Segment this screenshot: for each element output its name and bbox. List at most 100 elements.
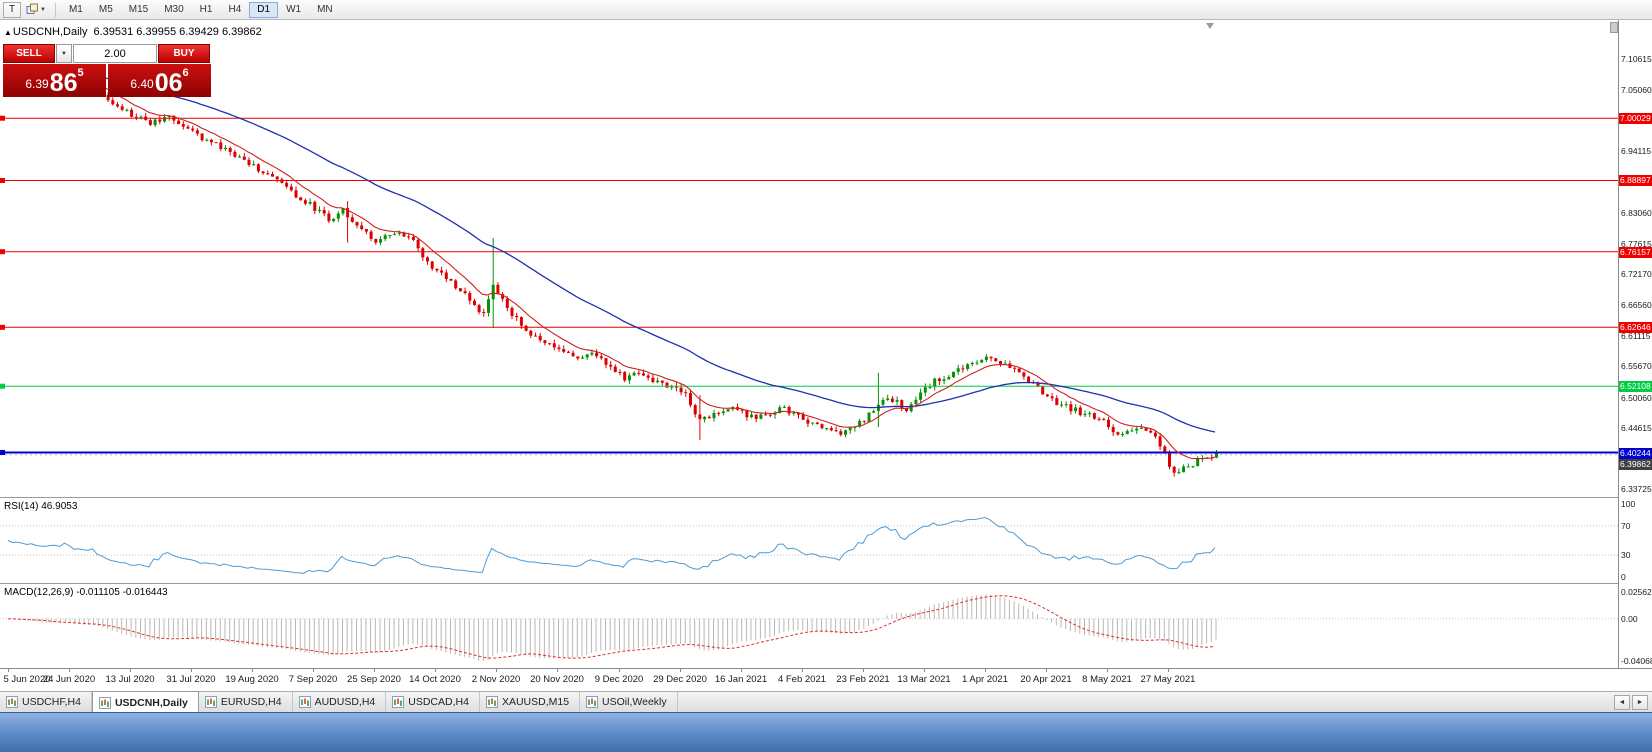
time-axis-tick — [680, 669, 681, 672]
buy-price-big: 06 — [154, 68, 183, 97]
price-axis-badge: 6.40244 — [1619, 448, 1652, 459]
date-label: 8 May 2021 — [1082, 674, 1132, 685]
time-axis-tick — [69, 669, 70, 672]
sell-button[interactable]: SELL — [3, 44, 55, 63]
axis-tick-label: 6.50060 — [1621, 393, 1652, 403]
axis-tick-label: 70 — [1621, 521, 1631, 531]
timeframe-button-h1[interactable]: H1 — [192, 2, 221, 18]
timeframe-button-w1[interactable]: W1 — [278, 2, 309, 18]
time-axis-tick — [802, 669, 803, 672]
axis-tick-label: 6.83060 — [1621, 208, 1652, 218]
chart-tab-audusd-h4[interactable]: AUDUSD,H4 — [293, 692, 387, 712]
date-label: 7 Sep 2020 — [288, 674, 338, 685]
one-click-trading-panel: SELL ▼ BUY 6.39 86 5 6.40 06 6 — [3, 44, 211, 97]
timeframe-button-m1[interactable]: M1 — [61, 2, 91, 18]
macd-indicator-pane[interactable] — [0, 583, 1618, 668]
chart-tab-icon — [98, 696, 111, 709]
macd-label: MACD(12,26,9) -0.011105 -0.016443 — [4, 587, 168, 598]
chart-scrollbar-thumb[interactable] — [1610, 22, 1618, 33]
time-axis-tick — [619, 669, 620, 672]
chart-tab-bar: USDCHF,H4 USDCNH,Daily EURUSD,H4 AUDUSD,H4 U… — [0, 691, 1652, 712]
timeframe-button-m5[interactable]: M5 — [91, 2, 121, 18]
trade-controls-row: SELL ▼ BUY — [3, 44, 211, 63]
timeframe-button-m15[interactable]: M15 — [121, 2, 156, 18]
rsi-indicator-pane[interactable] — [0, 497, 1618, 583]
price-axis-badge: 7.00029 — [1619, 113, 1652, 124]
time-axis-tick — [8, 669, 9, 672]
price-axis-badge: 6.39862 — [1619, 459, 1652, 470]
chart-tab-icon — [6, 696, 18, 708]
tab-scroll-left-button[interactable]: ◄ — [1614, 694, 1630, 710]
text-tool-button[interactable]: T — [3, 1, 21, 18]
timeframe-button-mn[interactable]: MN — [309, 2, 341, 18]
volume-dropdown-button[interactable]: ▼ — [56, 44, 72, 63]
axis-tick-label: 0 — [1621, 572, 1626, 582]
date-label: 16 Jan 2021 — [714, 674, 768, 685]
date-label: 14 Oct 2020 — [409, 674, 461, 685]
bottom-strip — [0, 712, 1652, 752]
buy-price-sup: 6 — [182, 67, 189, 79]
timeframe-button-h4[interactable]: H4 — [220, 2, 249, 18]
tab-label: AUDUSD,H4 — [314, 696, 376, 708]
chevron-down-icon: ▼ — [40, 6, 46, 13]
date-label: 23 Feb 2021 — [836, 674, 890, 685]
chart-tab-icon — [392, 696, 405, 708]
time-axis-tick — [313, 669, 314, 672]
tab-label: XAUUSD,M15 — [501, 696, 570, 708]
price-axis-badge: 6.52108 — [1619, 381, 1652, 392]
axis-tick-label: 100 — [1621, 499, 1636, 509]
price-axis: 7.10615 7.05060 6.94115 6.83060 6.77615 6.721… — [1618, 20, 1652, 668]
sell-price-display[interactable]: 6.39 86 5 — [3, 64, 106, 97]
tab-label: USDCHF,H4 — [22, 696, 81, 708]
chart-tab-icon — [485, 696, 498, 708]
timeframe-button-d1[interactable]: D1 — [249, 1, 279, 18]
axis-tick-label: 6.94115 — [1621, 146, 1652, 156]
buy-price-display[interactable]: 6.40 06 6 — [108, 64, 211, 97]
date-label: 1 Apr 2021 — [962, 674, 1008, 685]
pane-separator[interactable] — [0, 583, 1652, 584]
tab-scroll-right-button[interactable]: ► — [1632, 694, 1648, 710]
price-chart-pane[interactable] — [0, 20, 1618, 497]
buy-price-prefix: 6.40 — [130, 77, 154, 91]
volume-input[interactable] — [73, 44, 157, 63]
rsi-label: RSI(14) 46.9053 — [4, 501, 78, 512]
chart-tab-usdcad-h4[interactable]: USDCAD,H4 — [386, 692, 480, 712]
chart-collapse-icon[interactable]: ▲ — [4, 28, 12, 37]
chart-window: 7.10615 7.05060 6.94115 6.83060 6.77615 6.721… — [0, 20, 1652, 691]
time-axis-tick — [1046, 669, 1047, 672]
timeframe-buttons: M1 M5 M15 M30 H1 H4 D1 W1 MN — [61, 1, 341, 18]
tab-scroll-buttons: ◄ ► — [1614, 692, 1652, 712]
timeframe-button-m30[interactable]: M30 — [156, 2, 191, 18]
objects-dropdown-button[interactable]: ▼ — [24, 2, 48, 18]
date-label: 13 Jul 2020 — [105, 674, 155, 685]
date-label: 13 Mar 2021 — [897, 674, 951, 685]
layers-icon — [26, 3, 38, 14]
axis-tick-label: 6.72170 — [1621, 269, 1652, 279]
buy-button[interactable]: BUY — [158, 44, 210, 63]
chevron-down-icon: ▼ — [61, 50, 67, 57]
time-axis-tick — [985, 669, 986, 672]
time-axis-tick — [741, 669, 742, 672]
sell-price-prefix: 6.39 — [25, 77, 49, 91]
time-axis: 5 Jun 2020 24 Jun 2020 13 Jul 2020 31 Jul 2… — [0, 668, 1652, 691]
chart-tab-usdchf-h4[interactable]: USDCHF,H4 — [0, 692, 92, 712]
date-label: 24 Jun 2020 — [42, 674, 96, 685]
time-axis-tick — [863, 669, 864, 672]
chart-tab-xauusd-m15[interactable]: XAUUSD,M15 — [480, 692, 581, 712]
axis-tick-label: 6.66560 — [1621, 300, 1652, 310]
axis-tick-label: 0.025623 — [1621, 587, 1652, 597]
tab-label: USOil,Weekly — [602, 696, 667, 708]
chart-tab-usdcnh-daily[interactable]: USDCNH,Daily — [91, 691, 199, 712]
date-label: 27 May 2021 — [1140, 674, 1196, 685]
time-axis-tick — [191, 669, 192, 672]
toolbar-separator — [54, 2, 56, 17]
axis-tick-label: 6.44615 — [1621, 423, 1652, 433]
pane-separator[interactable] — [0, 497, 1652, 498]
time-axis-tick — [924, 669, 925, 672]
axis-tick-label: 7.05060 — [1621, 85, 1652, 95]
chart-tab-usoil-weekly[interactable]: USOil,Weekly — [580, 692, 678, 712]
chart-tab-eurusd-h4[interactable]: EURUSD,H4 — [199, 692, 293, 712]
chart-title: ▲USDCNH,Daily 6.39531 6.39955 6.39429 6.3… — [4, 26, 262, 38]
date-label: 5 Jun 2020 — [3, 674, 51, 685]
axis-tick-label: -0.040687 — [1621, 656, 1652, 666]
